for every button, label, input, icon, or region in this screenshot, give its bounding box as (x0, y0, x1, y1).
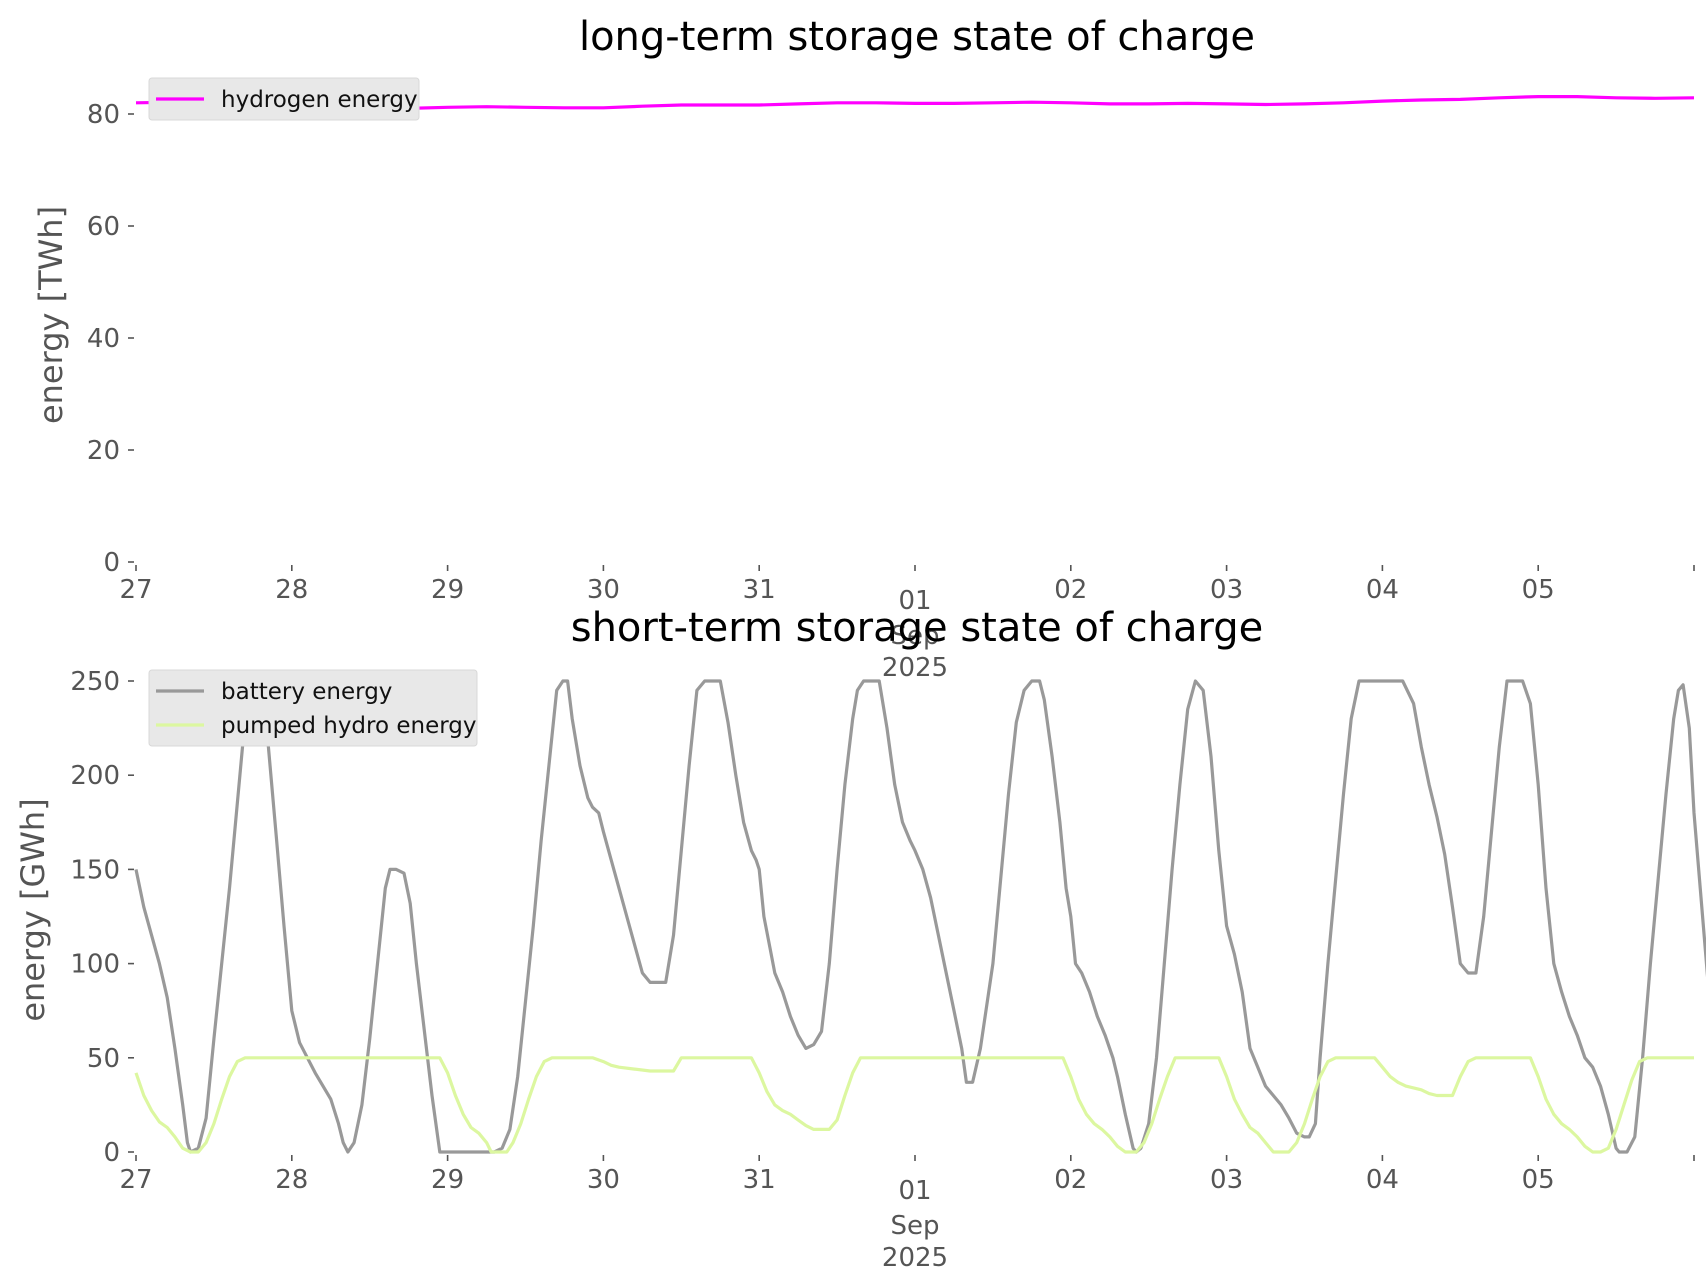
x-tick-label: 05 (1522, 1165, 1555, 1195)
x-tick-year-label: 2025 (882, 1243, 948, 1273)
x-tick-label: 30 (587, 575, 620, 605)
legend: battery energy pumped hydro energy (148, 669, 478, 747)
y-tick-label: 0 (103, 1138, 120, 1168)
y-axis-label: energy [GWh] (14, 798, 52, 1021)
x-tick-label: 28 (275, 1165, 308, 1195)
x-tick-label: 29 (431, 575, 464, 605)
y-tick-label: 40 (87, 324, 120, 354)
x-tick-label: 04 (1366, 575, 1399, 605)
x-tick-label: 03 (1210, 1165, 1243, 1195)
x-tick-label: 04 (1366, 1165, 1399, 1195)
x-tick-month-label: Sep (890, 1211, 939, 1241)
x-tick-label: 27 (119, 1165, 152, 1195)
y-tick-label: 200 (70, 761, 120, 791)
x-tick-label: 01 (898, 586, 931, 616)
x-tick-label: 31 (743, 1165, 776, 1195)
y-tick-label: 250 (70, 667, 120, 697)
x-tick-label: 02 (1054, 575, 1087, 605)
y-tick-label: 60 (87, 212, 120, 242)
legend-label: battery energy (221, 679, 392, 705)
legend-label: pumped hydro energy (221, 713, 477, 739)
x-tick-label: 31 (743, 575, 776, 605)
x-tick-month-label: Sep (890, 621, 939, 651)
x-tick-label: 27 (119, 575, 152, 605)
y-tick-label: 150 (70, 855, 120, 885)
series-line-pumped-hydro-energy (134, 1056, 1694, 1154)
x-tick-label: 01 (898, 1176, 931, 1206)
y-tick-label: 80 (87, 100, 120, 130)
legend: hydrogen energy (148, 77, 420, 121)
legend-label: hydrogen energy (221, 87, 418, 113)
chart-title: long-term storage state of charge (579, 14, 1255, 60)
x-tick-label: 03 (1210, 575, 1243, 605)
x-tick-label: 30 (587, 1165, 620, 1195)
y-axis-label: energy [TWh] (32, 206, 70, 424)
x-tick-label: 28 (275, 575, 308, 605)
x-tick-label: 05 (1522, 575, 1555, 605)
y-tick-label: 20 (87, 436, 120, 466)
x-tick-year-label: 2025 (882, 653, 948, 683)
long-term-storage-chart: long-term storage state of charge energy… (32, 14, 1695, 683)
short-term-storage-chart: short-term storage state of charge energ… (14, 605, 1706, 1273)
legend-box (148, 77, 420, 121)
x-tick-label: 29 (431, 1165, 464, 1195)
y-tick-label: 0 (103, 548, 120, 578)
chart-title: short-term storage state of charge (571, 605, 1264, 651)
y-tick-label: 100 (70, 950, 120, 980)
y-tick-label: 50 (87, 1044, 120, 1074)
x-tick-label: 02 (1054, 1165, 1087, 1195)
series-line-battery-energy (134, 679, 1706, 1154)
legend-box (148, 669, 478, 747)
